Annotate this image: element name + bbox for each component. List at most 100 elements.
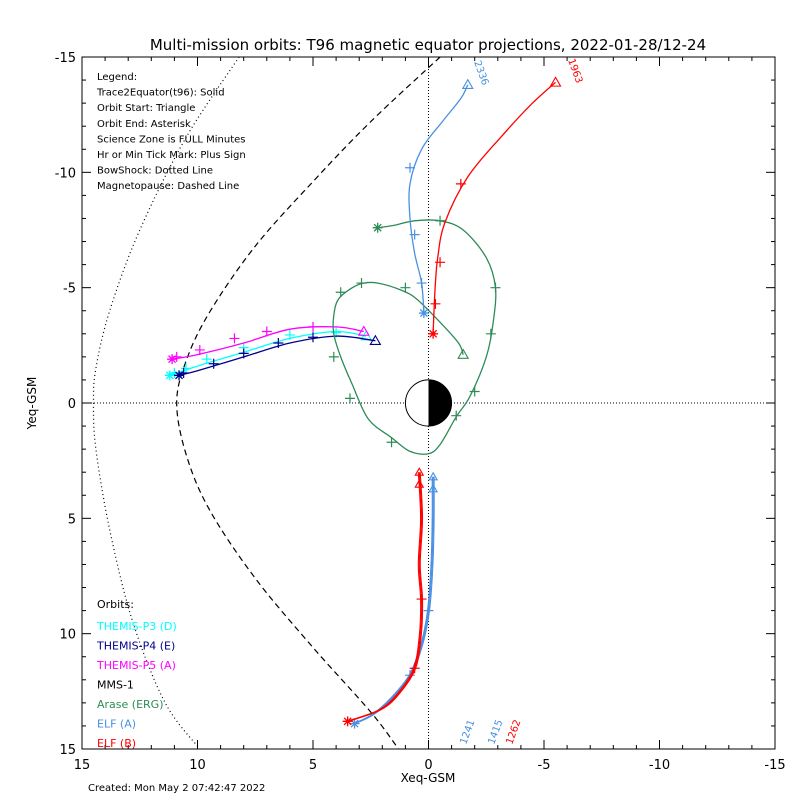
orbit-number-label: 1262 bbox=[504, 718, 523, 746]
tick-mark-plus bbox=[386, 437, 397, 448]
tick-mark-plus bbox=[208, 358, 219, 369]
bowshock-line bbox=[92, 56, 240, 750]
tick-mark-plus bbox=[400, 282, 411, 293]
legend: Legend: Trace2Equator(t96): Solid Orbit St… bbox=[96, 72, 246, 192]
x-tick-label: 0 bbox=[424, 758, 432, 773]
tick-mark-plus bbox=[229, 333, 240, 344]
orbit-start-triangle bbox=[457, 348, 470, 359]
x-tick-label: -15 bbox=[764, 758, 785, 773]
legend-line: Legend: bbox=[97, 72, 137, 83]
orbit-trace-south bbox=[346, 472, 422, 722]
tick-labels: 15 10 5 0 -5 -10 -15 -15 -10 -5 0 5 10 15 bbox=[55, 51, 786, 773]
boundaries bbox=[92, 56, 441, 750]
orbit-start-triangle bbox=[549, 76, 562, 87]
tick-mark-plus bbox=[194, 344, 205, 355]
tick-mark-plus bbox=[308, 332, 318, 343]
orbit-end-asterisk bbox=[418, 308, 429, 319]
x-tick-label: 5 bbox=[309, 758, 317, 773]
tick-mark-plus bbox=[469, 386, 480, 397]
x-tick-label: 10 bbox=[189, 758, 206, 773]
magnetopause-line bbox=[176, 56, 441, 750]
orbits-header: Orbits: bbox=[97, 598, 134, 611]
earth-icon bbox=[404, 379, 453, 427]
legend-line: Science Zone is FULL Minutes bbox=[97, 134, 246, 145]
legend-line: Trace2Equator(t96): Solid bbox=[96, 88, 225, 99]
orbit-legend-entry: THEMIS-P4 (E) bbox=[96, 640, 175, 653]
tick-mark-plus bbox=[180, 363, 191, 374]
legend-line: Magnetopause: Dashed Line bbox=[97, 181, 239, 192]
orbit-end-asterisk bbox=[164, 370, 175, 381]
orbit-end-asterisk bbox=[174, 370, 185, 381]
orbit-start-triangle bbox=[369, 334, 382, 346]
tick-mark-plus bbox=[261, 326, 272, 337]
tick-mark-plus bbox=[335, 287, 346, 298]
x-tick-label: -5 bbox=[538, 758, 551, 773]
orbit-end-asterisk bbox=[167, 354, 178, 365]
y-tick-label: 5 bbox=[68, 512, 76, 527]
tick-mark-plus bbox=[344, 393, 355, 404]
orbit-trace bbox=[169, 330, 367, 376]
orbit-start-triangle bbox=[461, 78, 474, 89]
tick-mark-plus bbox=[308, 321, 318, 332]
tick-mark-plus bbox=[430, 298, 441, 309]
tick-mark-plus bbox=[201, 354, 212, 365]
tick-mark-plus bbox=[451, 410, 462, 421]
orbit-end-asterisk bbox=[349, 718, 360, 729]
orbit-trace-south bbox=[348, 472, 424, 722]
tick-mark-plus bbox=[284, 329, 295, 340]
y-tick-label: 0 bbox=[68, 397, 76, 412]
tick-mark-plus bbox=[455, 178, 466, 189]
tick-mark-plus bbox=[171, 351, 182, 362]
orbit-legend-entry: THEMIS-P3 (D) bbox=[96, 620, 177, 633]
tick-mark-plus bbox=[409, 663, 420, 674]
tick-mark-plus bbox=[178, 368, 189, 379]
tick-mark-plus bbox=[356, 278, 367, 289]
orbit-number-label: 2336 bbox=[471, 59, 490, 87]
orbit-end-asterisk bbox=[342, 716, 353, 727]
tick-mark-plus bbox=[435, 257, 446, 268]
orbit-end-asterisk bbox=[428, 328, 439, 339]
orbit-legend-entry: Arase (ERG) bbox=[97, 698, 163, 711]
orbit-legend-entry: MMS-1 bbox=[97, 679, 134, 692]
y-tick-label: 10 bbox=[59, 628, 76, 643]
created-stamp: Created: Mon May 2 07:42:47 2022 bbox=[88, 783, 265, 794]
orbit-legend-entry: THEMIS-P5 (A) bbox=[96, 659, 176, 672]
orbit-start-triangle bbox=[428, 483, 439, 493]
tick-mark-plus bbox=[328, 351, 339, 362]
chart-title: Multi-mission orbits: T96 magnetic equat… bbox=[150, 36, 706, 54]
orbit-start-triangle bbox=[357, 325, 370, 336]
tick-mark-plus bbox=[423, 605, 434, 616]
legend-line: BowShock: Dotted Line bbox=[97, 166, 213, 177]
orbit-start-triangle bbox=[414, 479, 425, 488]
y-tick-label: -5 bbox=[63, 282, 76, 297]
orbit-legend-entry: ELF (A) bbox=[97, 718, 136, 731]
tick-mark-plus bbox=[273, 338, 284, 349]
orbit-start-triangle bbox=[428, 471, 439, 481]
y-tick-label: -15 bbox=[55, 51, 76, 66]
x-axis-label: Xeq-GSM bbox=[401, 771, 456, 785]
orbit-trace bbox=[432, 81, 556, 334]
tick-mark-plus bbox=[409, 229, 420, 240]
orbits-legend: Orbits: THEMIS-P3 (D) THEMIS-P4 (E) THEMIS-… bbox=[96, 598, 177, 750]
x-tick-label: 15 bbox=[74, 758, 91, 773]
orbit-number-label: 1241 bbox=[458, 718, 477, 746]
orbit-end-asterisk bbox=[372, 222, 383, 233]
tick-mark-plus bbox=[416, 594, 427, 605]
y-tick-label: -10 bbox=[55, 166, 76, 181]
orbit-start-triangle bbox=[414, 467, 425, 476]
orbit-legend-entry: ELF (B) bbox=[97, 737, 136, 750]
orbit-trace bbox=[178, 335, 376, 376]
orbit-number-label: 1415 bbox=[486, 718, 505, 746]
tick-mark-plus bbox=[416, 278, 427, 289]
y-axis-label: Yeq-GSM bbox=[25, 377, 39, 431]
y-tick-label: 15 bbox=[59, 743, 76, 758]
earth-night-side bbox=[428, 379, 452, 427]
tick-mark-plus bbox=[485, 328, 496, 339]
tick-mark-plus bbox=[490, 282, 501, 293]
tick-mark-plus bbox=[405, 162, 416, 173]
legend-line: Orbit Start: Triangle bbox=[97, 103, 195, 114]
tick-mark-plus bbox=[169, 368, 180, 379]
orbit-trace bbox=[408, 84, 469, 314]
orbit-number-label: 1963 bbox=[565, 57, 584, 85]
